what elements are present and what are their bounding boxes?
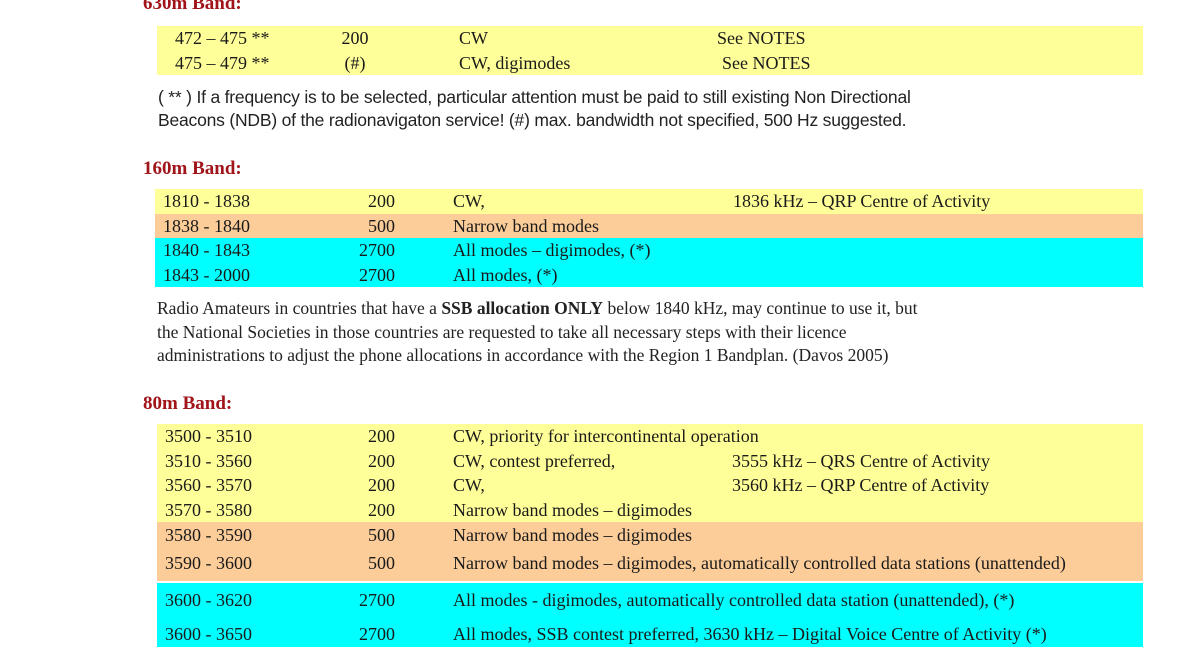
mode: Narrow band modes – digimodes — [453, 525, 692, 545]
table-row: 3590 - 3600 500 Narrow band modes – digi… — [157, 548, 1143, 581]
table-row: 3600 - 3620 2700 All modes - digimodes, … — [157, 583, 1143, 617]
footnote-line: Beacons (NDB) of the radionavigaton serv… — [158, 110, 907, 130]
frequency-range: 475 – 479 ** — [175, 52, 270, 73]
mode: Narrow band modes — [453, 215, 599, 236]
bandwidth: 200 — [368, 475, 395, 495]
band-630m-heading: 630m Band: — [143, 0, 242, 14]
frequency-range: 3590 - 3600 — [165, 553, 252, 573]
bandwidth: 500 — [368, 215, 395, 236]
frequency-range: 3570 - 3580 — [165, 499, 252, 520]
bandwidth: 2700 — [359, 590, 395, 610]
frequency-range: 3600 - 3620 — [165, 590, 252, 610]
band-80m-table: 3500 - 3510 200 CW, priority for interco… — [157, 424, 1143, 647]
table-row: 3570 - 3580 200 Narrow band modes – digi… — [157, 497, 1143, 522]
mode: All modes – digimodes, (*) — [453, 240, 651, 260]
bandwidth: 500 — [368, 525, 395, 545]
band-80m-heading: 80m Band: — [143, 393, 233, 414]
table-row: 3600 - 3650 2700 All modes, SSB contest … — [157, 617, 1143, 647]
frequency-range: 3500 - 3510 — [165, 426, 252, 446]
note-text: Radio Amateurs in countries that have a — [157, 298, 442, 318]
bandwidth: 200 — [341, 28, 369, 48]
note: 3555 kHz – QRS Centre of Activity — [732, 450, 990, 471]
frequency-range: 3560 - 3570 — [165, 475, 252, 495]
band-160m-table: 1810 - 1838 200 CW, 1836 kHz – QRP Centr… — [155, 189, 1143, 287]
frequency-range: 3580 - 3590 — [165, 525, 252, 545]
note: See NOTES — [722, 52, 811, 73]
frequency-range: 3600 - 3650 — [165, 624, 252, 644]
mode: CW, — [453, 191, 485, 211]
bandwidth: 500 — [368, 553, 395, 573]
frequency-range: 1810 - 1838 — [163, 191, 250, 211]
bandwidth: 200 — [368, 499, 395, 520]
note-text: administrations to adjust the phone allo… — [157, 345, 889, 365]
table-row: 1810 - 1838 200 CW, 1836 kHz – QRP Centr… — [155, 189, 1143, 214]
bandwidth: 200 — [368, 450, 395, 471]
mode: Narrow band modes – digimodes — [453, 499, 692, 520]
note: See NOTES — [717, 28, 806, 48]
frequency-range: 472 – 475 ** — [175, 28, 270, 48]
table-row: 475 – 479 ** (#) CW, digimodes See NOTES — [157, 51, 1143, 76]
table-row: 3580 - 3590 500 Narrow band modes – digi… — [157, 522, 1143, 548]
mode: CW, digimodes — [459, 52, 571, 73]
mode: CW, priority for intercontinental operat… — [453, 426, 759, 446]
footnote-line: ( ** ) If a frequency is to be selected,… — [158, 87, 911, 107]
frequency-range: 1838 - 1840 — [163, 215, 250, 236]
band-160m-heading: 160m Band: — [143, 158, 242, 179]
note: 3560 kHz – QRP Centre of Activity — [732, 475, 990, 495]
mode: CW — [459, 28, 488, 48]
mode: All modes, (*) — [453, 264, 558, 285]
note-emphasis: SSB allocation ONLY — [441, 298, 604, 318]
mode: CW, — [453, 475, 485, 495]
band-630m-table: 472 – 475 ** 200 CW See NOTES 475 – 479 … — [157, 26, 1143, 75]
table-row: 472 – 475 ** 200 CW See NOTES — [157, 26, 1143, 51]
ssb-allocation-note: Radio Amateurs in countries that have a … — [157, 297, 1157, 368]
bandwidth: 2700 — [359, 240, 395, 260]
bandwidth: 200 — [368, 191, 395, 211]
frequency-range: 3510 - 3560 — [165, 450, 252, 471]
row-separator — [157, 581, 1143, 583]
frequency-range: 1843 - 2000 — [163, 264, 250, 285]
frequency-range: 1840 - 1843 — [163, 240, 250, 260]
table-row: 3510 - 3560 200 CW, contest preferred, 3… — [157, 448, 1143, 473]
bandwidth: (#) — [344, 52, 366, 73]
mode: Narrow band modes – digimodes, automatic… — [453, 553, 1066, 573]
mode: All modes - digimodes, automatically con… — [453, 590, 1015, 610]
note-text: the National Societies in those countrie… — [157, 321, 847, 342]
table-row: 3560 - 3570 200 CW, 3560 kHz – QRP Centr… — [157, 473, 1143, 498]
table-row: 1838 - 1840 500 Narrow band modes — [155, 213, 1143, 238]
table-row: 1843 - 2000 2700 All modes, (*) — [155, 262, 1143, 287]
bandwidth: 200 — [368, 426, 395, 446]
bandwidth: 2700 — [359, 264, 395, 285]
table-row: 3500 - 3510 200 CW, priority for interco… — [157, 424, 1143, 449]
table-row: 1840 - 1843 2700 All modes – digimodes, … — [155, 238, 1143, 263]
bandwidth: 2700 — [359, 624, 395, 644]
note-text: below 1840 kHz, may continue to use it, … — [603, 298, 918, 318]
mode: All modes, SSB contest preferred, 3630 k… — [453, 624, 1047, 644]
note: 1836 kHz – QRP Centre of Activity — [733, 191, 991, 211]
mode: CW, contest preferred, — [453, 450, 616, 471]
